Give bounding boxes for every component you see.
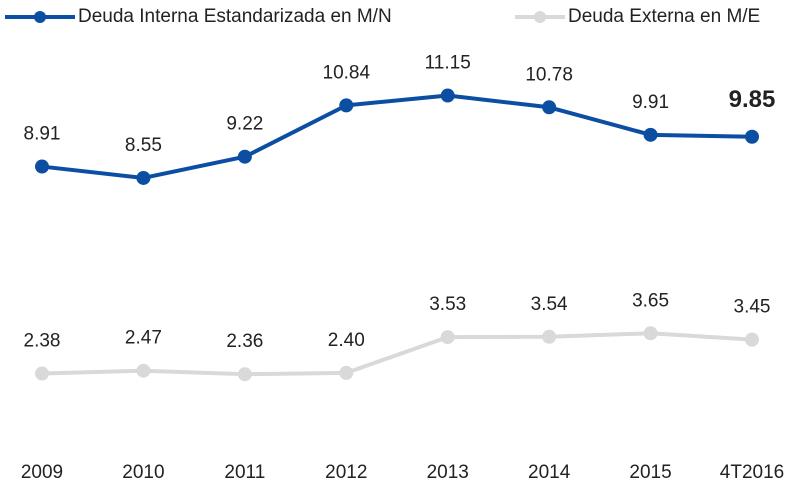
data-point xyxy=(237,367,252,382)
data-label: 2.47 xyxy=(125,328,162,349)
data-point xyxy=(440,88,455,103)
data-point xyxy=(643,127,658,142)
data-label: 3.54 xyxy=(531,294,568,315)
data-label: 3.53 xyxy=(429,294,466,315)
x-tick-label: 2012 xyxy=(325,462,367,483)
data-point xyxy=(542,100,557,115)
x-tick-label: 2011 xyxy=(224,462,265,483)
data-label: 10.84 xyxy=(323,62,371,83)
data-label: 2.40 xyxy=(328,330,365,351)
legend-marker xyxy=(534,11,546,23)
data-label: 9.91 xyxy=(632,92,669,113)
data-label: 2.36 xyxy=(226,331,263,352)
legend-marker xyxy=(34,11,46,23)
x-tick-label: 2010 xyxy=(122,462,164,483)
data-point xyxy=(643,326,658,341)
x-tick-label: 4T2016 xyxy=(720,462,784,483)
data-label: 9.85 xyxy=(729,86,776,113)
data-label: 2.38 xyxy=(24,331,61,352)
data-point xyxy=(542,329,557,344)
series-line xyxy=(41,93,753,180)
x-tick-label: 2015 xyxy=(629,462,671,483)
data-point xyxy=(237,149,252,164)
data-label: 8.91 xyxy=(24,124,61,145)
data-label: 3.65 xyxy=(632,290,669,311)
data-point xyxy=(440,330,455,345)
data-point xyxy=(35,159,49,174)
data-point xyxy=(745,332,759,347)
data-point xyxy=(339,365,354,380)
data-point xyxy=(136,363,151,378)
legend-label: Deuda Externa en M/E xyxy=(568,6,760,27)
data-label: 11.15 xyxy=(425,53,471,74)
data-point xyxy=(35,366,49,381)
series-line xyxy=(41,331,753,377)
data-label: 10.78 xyxy=(525,64,573,85)
data-point xyxy=(136,170,151,185)
data-point xyxy=(745,129,759,144)
data-label: 3.45 xyxy=(734,297,771,318)
data-point xyxy=(339,98,354,113)
x-tick-label: 2009 xyxy=(21,462,63,483)
x-tick-label: 2013 xyxy=(427,462,469,483)
legend-label: Deuda Interna Estandarizada en M/N xyxy=(78,6,392,27)
x-tick-label: 2014 xyxy=(528,462,571,483)
data-label: 8.55 xyxy=(125,135,162,156)
data-label: 9.22 xyxy=(226,114,263,135)
